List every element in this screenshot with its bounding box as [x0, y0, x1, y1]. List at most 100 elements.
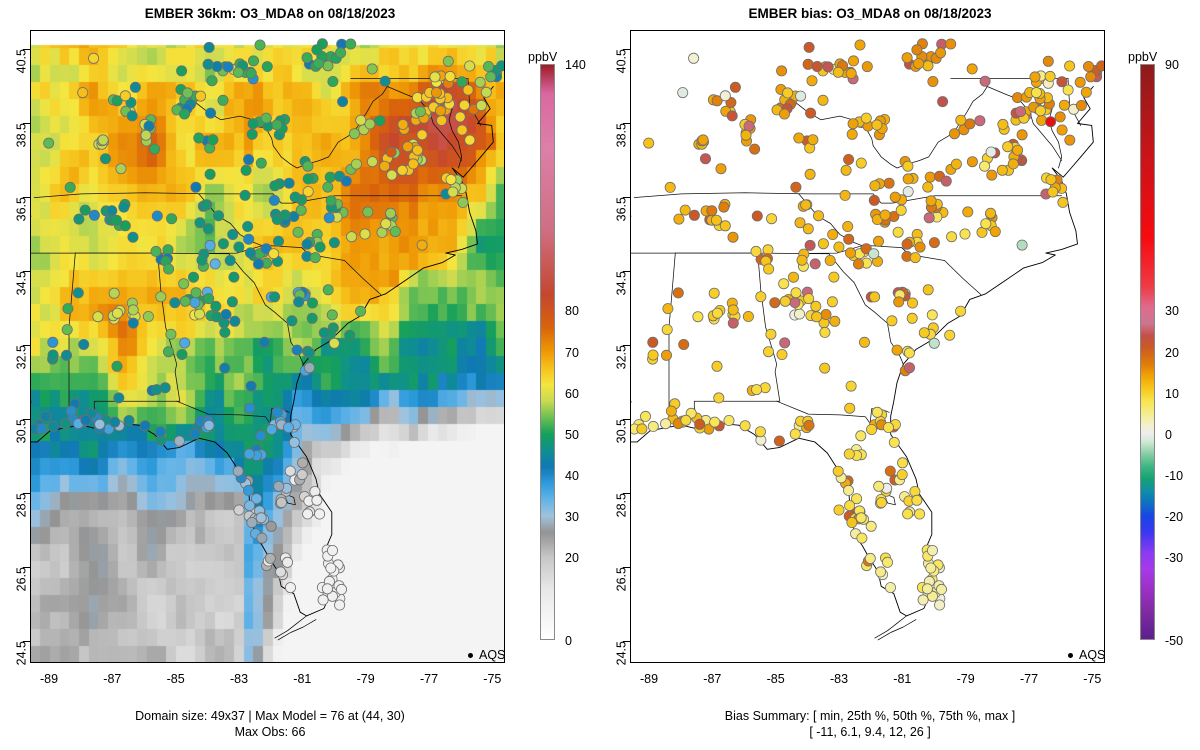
aqs-site-marker — [397, 118, 409, 130]
aqs-site-marker — [62, 303, 74, 315]
aqs-site-marker — [247, 55, 259, 67]
aqs-bias-marker — [660, 418, 672, 430]
aqs-bias-marker — [719, 90, 731, 102]
aqs-site-marker — [434, 105, 446, 117]
aqs-site-marker — [385, 207, 397, 219]
aqs-bias-marker — [1096, 60, 1104, 72]
aqs-bias-marker — [909, 252, 921, 264]
aqs-site-marker — [355, 114, 367, 126]
aqs-site-marker — [335, 583, 347, 595]
aqs-bias-marker — [708, 287, 720, 299]
aqs-site-marker — [482, 60, 494, 72]
aqs-bias-marker — [778, 108, 790, 120]
aqs-bias-marker — [879, 209, 891, 221]
aqs-bias-marker — [875, 566, 887, 578]
aqs-site-marker — [227, 228, 239, 240]
x-tick-label: -77 — [419, 672, 439, 686]
aqs-site-marker — [243, 448, 255, 460]
aqs-site-marker — [115, 163, 127, 175]
aqs-site-marker — [407, 158, 419, 170]
map-detail-path — [274, 615, 307, 639]
aqs-site-marker — [283, 177, 295, 189]
x-tick-label: -77 — [1019, 672, 1039, 686]
y-tick: 30.5 — [14, 418, 30, 444]
aqs-site-marker — [402, 141, 414, 153]
bias-colorbar-strip — [1140, 64, 1155, 640]
y-tick: 38.5 — [14, 122, 30, 147]
aqs-site-marker — [314, 241, 326, 253]
aqs-site-marker — [462, 84, 474, 96]
aqs-site-marker — [243, 233, 255, 245]
aqs-bias-marker — [727, 231, 739, 243]
bias-map-plot — [630, 30, 1105, 663]
aqs-site-marker — [204, 239, 216, 251]
aqs-site-marker — [359, 228, 371, 240]
aqs-bias-marker — [925, 562, 937, 574]
aqs-bias-marker — [751, 210, 763, 222]
colorbar-tick-label: 50 — [565, 427, 579, 442]
aqs-site-marker — [79, 204, 91, 216]
aqs-site-marker — [345, 38, 357, 50]
aqs-bias-marker — [845, 380, 857, 392]
aqs-site-marker — [273, 480, 285, 492]
aqs-site-marker — [302, 173, 314, 185]
aqs-bias-marker — [873, 480, 885, 492]
aqs-site-marker — [344, 329, 356, 341]
aqs-site-marker — [233, 504, 245, 516]
aqs-site-marker — [222, 61, 234, 73]
aqs-bias-marker — [875, 496, 887, 508]
aqs-bias-marker — [803, 41, 815, 53]
aqs-bias-marker — [1012, 144, 1024, 156]
aqs-bias-marker — [1062, 84, 1074, 96]
aqs-site-marker — [119, 220, 131, 232]
aqs-bias-marker — [727, 304, 739, 316]
aqs-bias-marker — [854, 39, 866, 51]
aqs-site-marker — [314, 508, 326, 520]
aqs-bias-marker — [896, 469, 908, 481]
aqs-site-marker — [454, 111, 466, 123]
y-tick: 34.5 — [14, 270, 30, 295]
y-tick: 26.5 — [614, 566, 630, 592]
aqs-bias-marker — [843, 233, 855, 245]
y-tick-mark — [623, 48, 630, 50]
aqs-legend-bias: AQS — [1068, 648, 1105, 662]
aqs-bias-marker — [700, 153, 712, 165]
aqs-bias-marker — [723, 414, 735, 426]
y-tick: 30.5 — [614, 418, 630, 444]
aqs-bias-marker — [944, 329, 956, 341]
aqs-bias-marker — [661, 324, 673, 336]
aqs-bias-marker — [844, 402, 856, 414]
aqs-site-marker — [207, 134, 219, 146]
x-tick-label: -83 — [829, 672, 849, 686]
aqs-site-marker — [162, 346, 174, 358]
aqs-site-marker — [176, 65, 188, 77]
y-tick-label: 38.5 — [614, 123, 628, 148]
aqs-site-marker — [268, 248, 280, 260]
aqs-site-marker — [474, 76, 486, 88]
aqs-bias-marker — [865, 520, 877, 532]
aqs-site-marker — [430, 87, 442, 99]
aqs-bias-marker — [980, 218, 992, 230]
y-tick-mark — [23, 640, 30, 642]
aqs-site-marker — [195, 90, 207, 102]
aqs-site-marker — [326, 545, 338, 557]
aqs-site-marker — [303, 362, 315, 374]
aqs-site-marker — [269, 180, 281, 192]
aqs-bias-marker — [779, 295, 791, 307]
y-tick-label: 34.5 — [614, 271, 628, 296]
aqs-site-marker — [94, 418, 106, 430]
aqs-site-marker — [190, 181, 202, 193]
aqs-bias-marker — [855, 157, 867, 169]
aqs-site-marker — [43, 137, 55, 149]
aqs-bias-marker — [851, 493, 863, 505]
aqs-site-marker — [65, 405, 77, 417]
aqs-bias-marker — [886, 315, 898, 327]
aqs-site-marker — [485, 71, 497, 83]
aqs-site-marker — [151, 210, 163, 222]
bias-colorbar-units: ppbV — [1128, 50, 1158, 64]
aqs-site-marker — [412, 144, 424, 156]
aqs-bias-marker — [901, 238, 913, 250]
aqs-bias-marker — [911, 494, 923, 506]
aqs-site-marker — [200, 199, 212, 211]
